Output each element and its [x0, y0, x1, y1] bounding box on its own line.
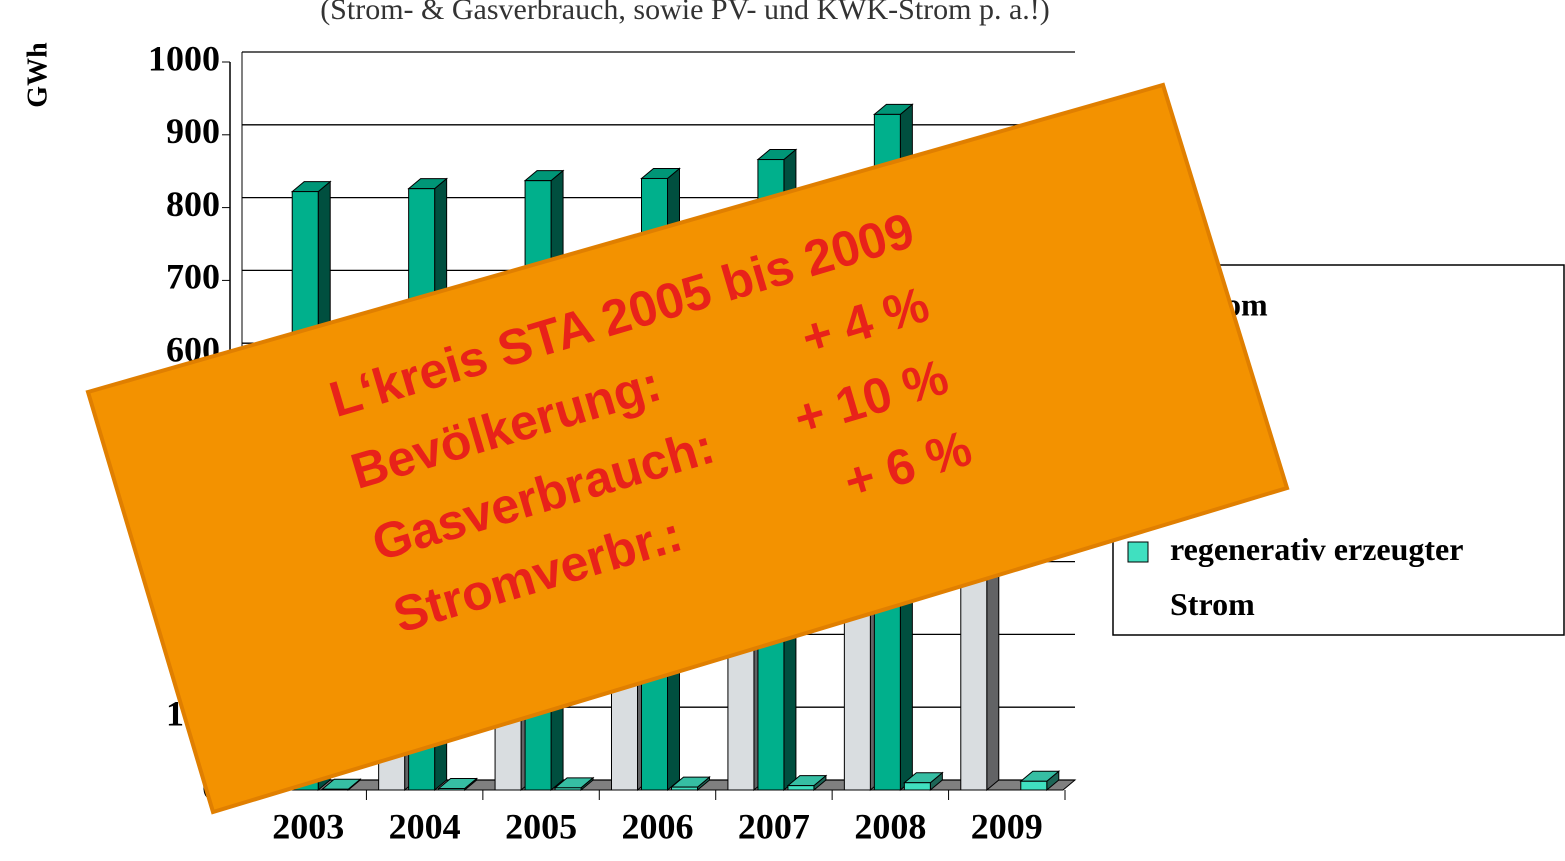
sticker: L‘kreis STA 2005 bis 2009 Bevölkerung: +…: [85, 82, 1290, 815]
bar: [438, 788, 466, 791]
bar: [321, 788, 349, 791]
bar: [903, 782, 931, 791]
bar: [1020, 780, 1048, 791]
y-axis-label: GWh: [22, 42, 53, 108]
x-tick-label: 2003: [272, 806, 344, 846]
chart-title: (Strom- & Gasverbrauch, sowie PV- und KW…: [320, 0, 1050, 26]
y-tick-label: 800: [166, 184, 220, 224]
y-tick-label: 1000: [148, 38, 220, 78]
y-tick-label: 700: [166, 257, 220, 297]
y-tick-label: 900: [166, 111, 220, 151]
x-tick-label: 2007: [738, 806, 810, 846]
x-tick-label: 2004: [389, 806, 461, 846]
sticker-paper: [85, 82, 1290, 815]
bar: [671, 786, 698, 791]
x-tick-label: 2009: [971, 806, 1043, 846]
legend-swatch: [1127, 541, 1149, 563]
legend-label: regenerativ erzeugter Strom: [1170, 531, 1463, 622]
legend-entries: regenerativ erzeugter Strom: [1127, 531, 1463, 622]
bar: [554, 787, 582, 791]
x-tick-label: 2008: [854, 806, 926, 846]
x-tick-label: 2005: [505, 806, 577, 846]
bar: [787, 785, 815, 791]
x-tick-label: 2006: [622, 806, 694, 846]
